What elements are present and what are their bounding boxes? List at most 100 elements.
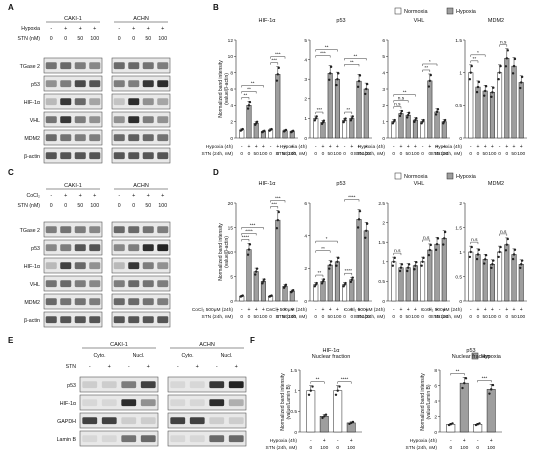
protein-label: p53 (31, 82, 40, 88)
significance-label: * (326, 236, 328, 242)
blot-band (89, 116, 101, 124)
blot-hif1 (111, 93, 171, 110)
data-point (248, 100, 252, 104)
blot-mdm2 (111, 129, 171, 146)
bar (333, 390, 343, 433)
bar (306, 390, 316, 433)
data-point (364, 236, 367, 239)
blot-band (89, 316, 101, 324)
x-row2-label: STN (24h, nM) (431, 314, 463, 320)
data-point (247, 104, 251, 107)
bar (511, 65, 517, 139)
x-row2-value: 0 (421, 151, 424, 157)
x-row2-value: 0 (498, 151, 501, 157)
data-point (427, 85, 431, 88)
condition-sign: + (64, 193, 67, 199)
protein-label: MDM2 (24, 136, 40, 142)
blot-band (113, 280, 125, 288)
y-axis-title: (value/β-actin) (224, 73, 230, 105)
blot-band (142, 62, 154, 70)
significance-bracket (470, 60, 479, 63)
cell-line-label: ACHN (133, 183, 149, 189)
y-tick-label: 0 (434, 430, 437, 436)
x-row1-value: + (400, 307, 403, 313)
data-point (520, 259, 524, 262)
bar (518, 264, 524, 302)
bar (468, 251, 474, 302)
x-row1-value: - (450, 438, 452, 444)
blot-band (113, 316, 125, 324)
data-point (490, 95, 493, 99)
blot-p53 (111, 239, 171, 256)
bar (363, 88, 369, 139)
y-tick-label: 3 (304, 77, 307, 83)
stn-value: 50 (145, 36, 151, 42)
data-point (422, 256, 425, 260)
y-tick-label: 2 (459, 201, 462, 207)
significance-bracket (270, 200, 286, 203)
x-row2-value: 0 (350, 314, 353, 320)
cell-line-label: CAKI-1 (64, 183, 82, 189)
x-row1-label: Hypoxia (4h) (270, 438, 298, 444)
data-point (315, 281, 318, 285)
chart-title: HIF-1α (259, 181, 277, 187)
stn-value: 50 (145, 203, 151, 209)
blot-band (45, 116, 57, 124)
blot-band (140, 417, 156, 425)
y-tick-label: 8 (230, 70, 233, 76)
x-row1-value: + (255, 307, 258, 313)
x-row2-value: 50 (282, 151, 288, 157)
stn-value: 100 (90, 36, 99, 42)
stn-row-label: STN (66, 364, 77, 370)
significance-bracket (241, 97, 250, 100)
data-point (270, 127, 273, 131)
data-point (313, 119, 317, 122)
x-row1-value: + (284, 307, 287, 313)
x-row2-value: 0 (343, 151, 346, 157)
bar (489, 92, 495, 139)
stn-value: 0 (50, 36, 53, 42)
fraction-label: Cyto. (181, 353, 193, 359)
data-point (483, 258, 487, 261)
cell-line-label: ACHN (133, 16, 149, 22)
significance-label: **** (245, 228, 253, 234)
condition-sign: - (50, 26, 52, 32)
chart-title: Nuclear fraction (312, 354, 351, 360)
x-row1-value: + (428, 307, 431, 313)
blot-band (89, 298, 101, 306)
x-row1-value: + (336, 144, 339, 150)
significance-bracket (241, 239, 250, 242)
stn-sign: + (147, 364, 150, 370)
data-point (429, 243, 432, 247)
blot-vhl (111, 275, 171, 292)
blot-band (142, 244, 154, 252)
data-point (322, 119, 326, 122)
data-point (499, 64, 502, 68)
data-point (461, 386, 464, 390)
data-point (476, 253, 480, 256)
blot-band (45, 226, 57, 234)
x-row1-value: + (365, 144, 368, 150)
x-row2-value: 0 (505, 314, 508, 320)
x-row2-value: 0 (505, 151, 508, 157)
data-point (484, 253, 488, 257)
stn-value: 0 (64, 203, 67, 209)
data-point (414, 264, 417, 267)
bar (253, 271, 259, 302)
blot-band (45, 244, 57, 252)
data-point (391, 264, 395, 267)
y-tick-label: 0 (304, 136, 307, 142)
data-point (477, 248, 481, 251)
x-row2-value: 0 (269, 314, 272, 320)
bar (434, 243, 440, 302)
stn-sign: + (235, 364, 238, 370)
x-row1-label: Hypoxia (4h) (358, 144, 386, 150)
data-point (463, 381, 466, 385)
x-row1-value: + (484, 307, 487, 313)
stn-value: 100 (90, 203, 99, 209)
bar (319, 416, 329, 433)
x-row2-value: 100 (288, 151, 296, 157)
significance-label: **** (341, 377, 349, 383)
x-row2-value: 100 (488, 314, 496, 320)
data-point (246, 107, 250, 110)
